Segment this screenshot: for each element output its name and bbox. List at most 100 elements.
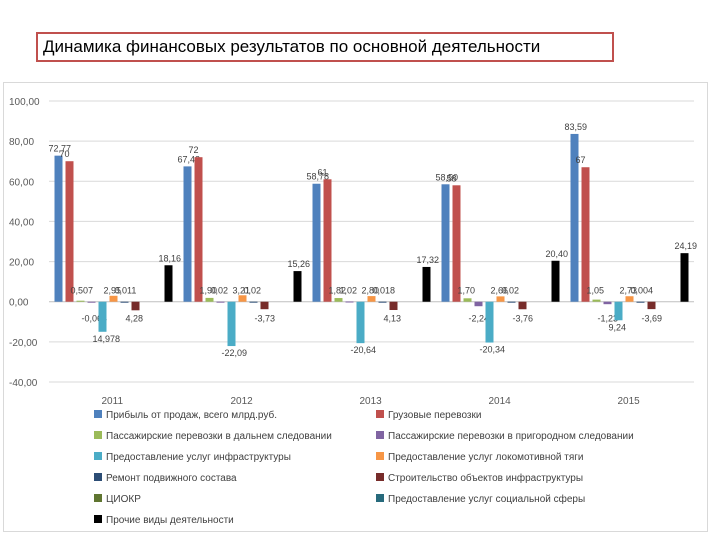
data-label: 0,507 (71, 286, 94, 296)
legend-swatch (376, 473, 384, 481)
data-label: 20,40 (546, 249, 569, 259)
data-label: 18,16 (159, 253, 182, 263)
data-label: -0,064 (82, 314, 108, 324)
bar (205, 297, 214, 302)
data-label: 1,82 (329, 286, 347, 296)
y-tick-label: 0,00 (9, 298, 29, 309)
legend-entry: Прочие виды деятельности (106, 515, 234, 526)
chart-frame: 100,00 80,00 60,00 40,00 20,00 0,00 -20,00 -40,… (3, 82, 708, 532)
bar (614, 301, 623, 321)
bar (65, 161, 74, 302)
legend-swatch (94, 431, 102, 439)
data-label: -3,76 (513, 314, 534, 324)
data-label: 70 (60, 149, 70, 159)
x-tick-label: 2013 (360, 396, 383, 407)
legend-entry: Ремонт подвижного состава (106, 473, 237, 484)
bar (507, 301, 516, 303)
data-label: 61 (318, 167, 328, 177)
data-label: -20,64 (351, 345, 377, 355)
data-label: 2,95 (104, 286, 122, 296)
data-label: 58 (447, 173, 457, 183)
legend-swatch (94, 473, 102, 481)
bar (249, 301, 258, 303)
bar (323, 179, 332, 302)
data-label: 2,66 (491, 286, 509, 296)
data-label: 17,32 (417, 255, 440, 265)
data-label: 14,978 (93, 334, 121, 344)
data-label: -3,73 (255, 314, 276, 324)
data-label: 9,24 (609, 322, 627, 332)
bar (216, 301, 225, 303)
bar (680, 253, 689, 302)
data-label: 0,018 (373, 286, 396, 296)
bar (378, 301, 387, 303)
data-label: -3,69 (642, 314, 663, 324)
bar (496, 296, 505, 302)
x-tick-label: 2012 (231, 396, 254, 407)
bar (463, 298, 472, 302)
data-label: 0,02 (211, 286, 229, 296)
legend-entry: Прибыль от продаж, всего млрд.руб. (106, 409, 277, 421)
data-label: 67 (576, 155, 586, 165)
data-label: 2,80 (362, 286, 380, 296)
bar (603, 301, 612, 305)
legend-entry: Строительство объектов инфраструктуры (388, 472, 583, 484)
legend-entry: Грузовые перевозки (388, 410, 481, 421)
legend-swatch (94, 452, 102, 460)
legend-entry: Предоставление услуг локомотивной тяги (388, 452, 584, 463)
bar (570, 133, 579, 302)
legend-swatch (376, 452, 384, 460)
bar (551, 260, 560, 302)
data-label: -22,09 (222, 348, 248, 358)
bar (647, 301, 656, 310)
data-label: -20,34 (480, 345, 506, 355)
bar (238, 295, 247, 302)
data-label: 83,59 (565, 122, 588, 132)
y-tick-label: 20,00 (9, 258, 34, 269)
bar (636, 301, 645, 303)
bar (98, 301, 107, 332)
bar (87, 301, 96, 303)
data-label: 72 (189, 145, 199, 155)
data-label: 72,77 (49, 144, 72, 154)
data-label: 1,02 (340, 286, 358, 296)
bar (625, 296, 634, 302)
legend-entry: ЦИОКР (106, 494, 141, 505)
y-tick-label: 100,00 (9, 97, 40, 108)
legend-swatch (376, 431, 384, 439)
data-label: -2,24 (469, 314, 490, 324)
bar (474, 301, 483, 307)
bar (260, 301, 269, 310)
legend-swatch (94, 494, 102, 502)
data-label: 24,19 (675, 241, 698, 251)
y-tick-label: -40,00 (9, 378, 38, 389)
bar (592, 299, 601, 302)
data-label: 0,004 (631, 286, 654, 296)
legend-entry: Пассажирские перевозки в дальнем следова… (106, 431, 332, 442)
bar (293, 271, 302, 302)
data-label: -1,23 (598, 314, 619, 324)
y-tick-label: -20,00 (9, 338, 38, 349)
bar (485, 301, 494, 343)
data-label: 0,02 (502, 286, 520, 296)
y-tick-label: 80,00 (9, 137, 34, 148)
bar (441, 184, 450, 302)
bar (452, 185, 461, 302)
data-label: 1,70 (458, 286, 476, 296)
y-tick-label: 60,00 (9, 177, 34, 188)
legend-swatch (94, 410, 102, 418)
bar (345, 301, 354, 303)
bar (334, 298, 343, 302)
bar (109, 295, 118, 302)
x-tick-label: 2014 (489, 396, 512, 407)
bar (422, 266, 431, 302)
bar (389, 301, 398, 311)
data-label: 0,02 (244, 286, 262, 296)
data-label: 15,26 (288, 259, 311, 269)
y-tick-label: 40,00 (9, 217, 34, 228)
data-label: 58,50 (436, 172, 459, 182)
data-label: 0,011 (115, 286, 137, 296)
legend-swatch (376, 494, 384, 502)
bar (131, 301, 140, 311)
bar (518, 301, 527, 310)
